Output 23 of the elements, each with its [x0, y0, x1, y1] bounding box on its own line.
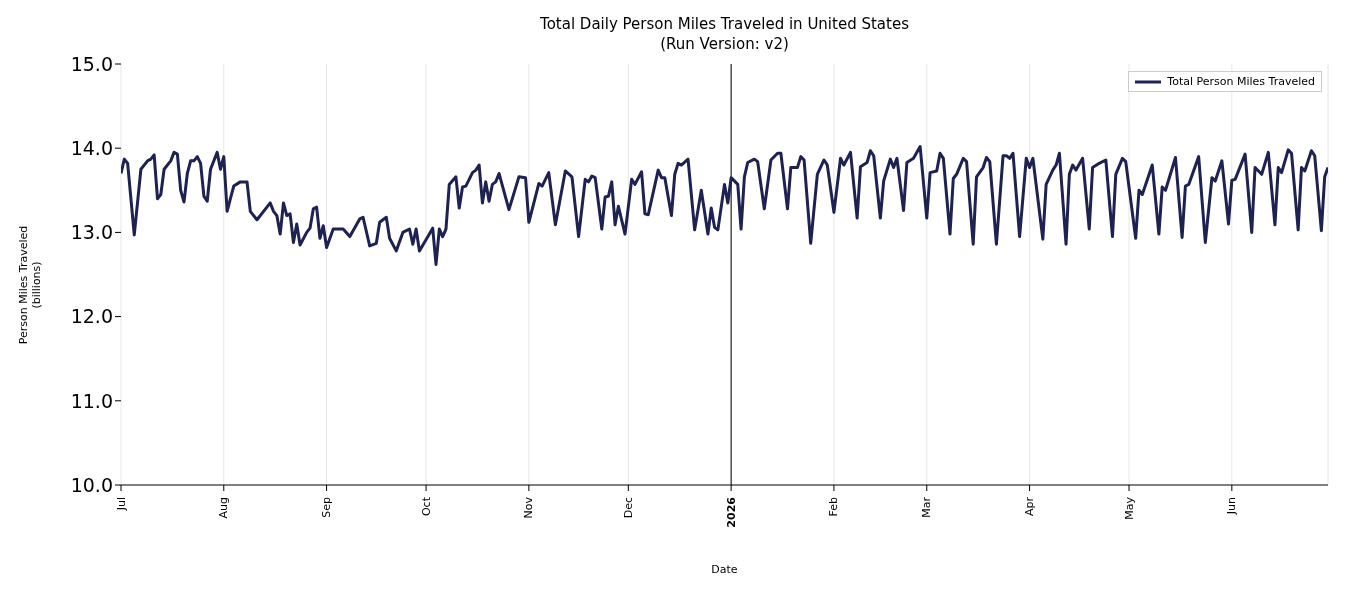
- y-tick-label: 10.0: [70, 473, 113, 496]
- x-tick-label: Aug: [217, 497, 231, 519]
- x-tick-label: Feb: [827, 496, 841, 517]
- x-tick-label: Jun: [1225, 496, 1239, 516]
- x-tick-label: Mar: [920, 496, 934, 518]
- x-tick-label: Dec: [621, 497, 635, 519]
- x-tick-label: Oct: [419, 496, 433, 517]
- y-tick-label: 13.0: [70, 221, 113, 244]
- y-tick-label: 11.0: [70, 389, 113, 412]
- y-axis-title: Person Miles Traveled (billions): [17, 225, 43, 345]
- chart-title: Total Daily Person Miles Traveled in United States: [539, 14, 910, 34]
- x-tick-label: 2026: [724, 496, 738, 528]
- x-tick-label: Sep: [320, 496, 334, 518]
- chart-subtitle: (Run Version: v2): [659, 34, 790, 54]
- x-tick-label: Jul: [114, 497, 128, 512]
- x-tick-label: Nov: [522, 496, 536, 519]
- y-tick-label: 15.0: [70, 52, 113, 75]
- x-tick-label: May: [1122, 496, 1136, 520]
- y-tick-label: 12.0: [70, 305, 113, 328]
- x-axis-title: Date: [710, 563, 739, 576]
- x-tick-label: Apr: [1023, 496, 1037, 517]
- y-tick-label: 14.0: [70, 136, 113, 159]
- legend-label: Total Person Miles Traveled: [1167, 75, 1315, 88]
